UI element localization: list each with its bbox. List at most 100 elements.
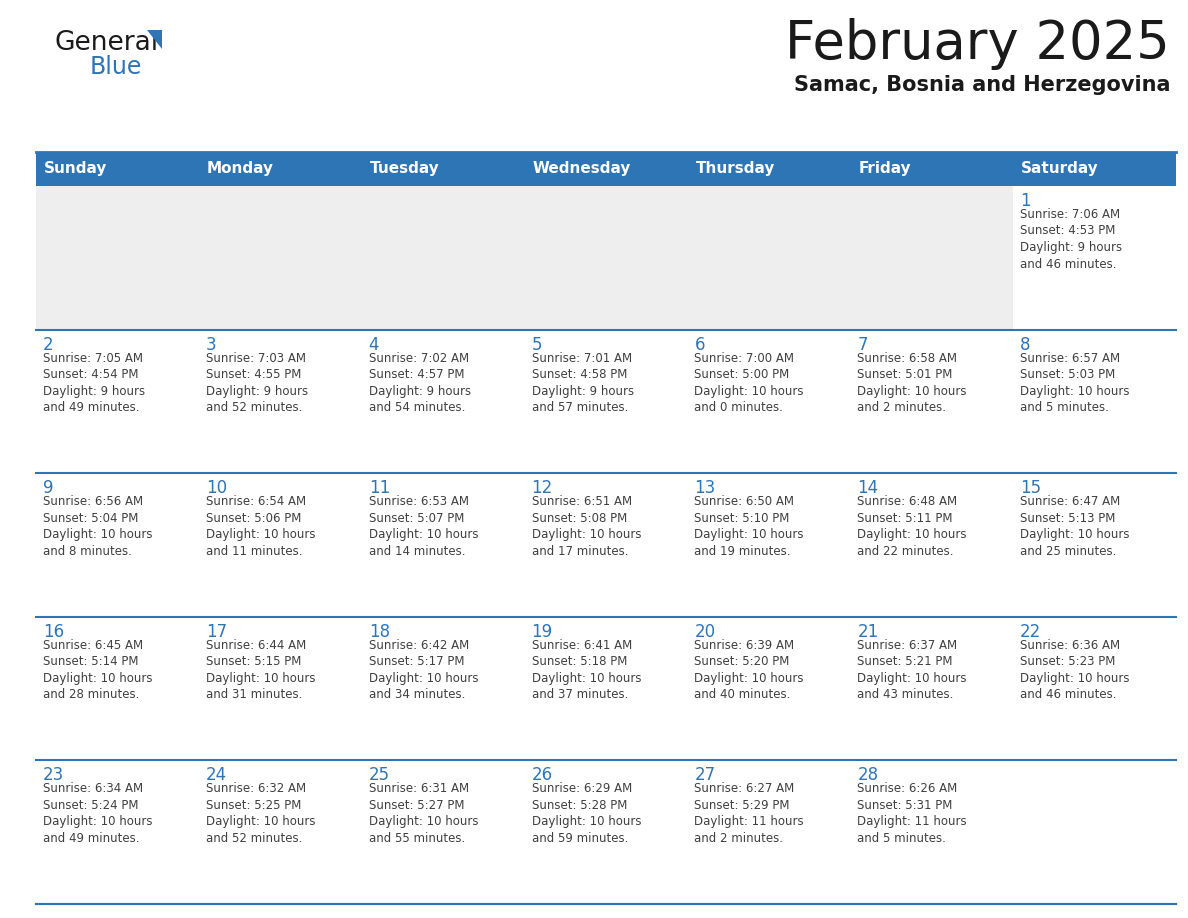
Text: 13: 13 [695,479,715,498]
Bar [198,473,361,617]
Text: 1: 1 [1020,192,1031,210]
Bar [1013,473,1176,617]
Text: Sunrise: 6:29 AM
Sunset: 5:28 PM
Daylight: 10 hours
and 59 minutes.: Sunrise: 6:29 AM Sunset: 5:28 PM Dayligh… [531,782,642,845]
Text: 20: 20 [695,622,715,641]
Text: Samac, Bosnia and Herzegovina: Samac, Bosnia and Herzegovina [794,75,1170,95]
Text: 24: 24 [206,767,227,784]
Bar [851,760,1013,904]
Bar [525,760,688,904]
Bar [1013,617,1176,760]
Text: Sunrise: 6:44 AM
Sunset: 5:15 PM
Daylight: 10 hours
and 31 minutes.: Sunrise: 6:44 AM Sunset: 5:15 PM Dayligh… [206,639,315,701]
Bar [361,617,525,760]
Text: 16: 16 [43,622,64,641]
Bar [851,473,1013,617]
Text: Wednesday: Wednesday [532,162,631,176]
Bar [198,186,361,330]
Bar [525,617,688,760]
Bar [851,617,1013,760]
Bar [525,473,688,617]
Text: 9: 9 [43,479,53,498]
Bar [361,760,525,904]
Text: 12: 12 [531,479,552,498]
Bar [361,186,525,330]
Text: General: General [55,30,159,56]
Bar [688,330,851,473]
Text: 25: 25 [368,767,390,784]
Text: Sunrise: 6:50 AM
Sunset: 5:10 PM
Daylight: 10 hours
and 19 minutes.: Sunrise: 6:50 AM Sunset: 5:10 PM Dayligh… [695,495,804,558]
Text: 4: 4 [368,336,379,353]
Bar [525,186,688,330]
Text: 10: 10 [206,479,227,498]
Text: 17: 17 [206,622,227,641]
Text: Friday: Friday [858,162,911,176]
Text: 15: 15 [1020,479,1041,498]
Text: 21: 21 [858,622,879,641]
Text: Sunrise: 6:27 AM
Sunset: 5:29 PM
Daylight: 11 hours
and 2 minutes.: Sunrise: 6:27 AM Sunset: 5:29 PM Dayligh… [695,782,804,845]
Bar [688,152,851,186]
Text: Tuesday: Tuesday [369,162,440,176]
Text: Blue: Blue [90,55,143,79]
Text: 22: 22 [1020,622,1042,641]
Bar [688,473,851,617]
Text: Sunrise: 6:37 AM
Sunset: 5:21 PM
Daylight: 10 hours
and 43 minutes.: Sunrise: 6:37 AM Sunset: 5:21 PM Dayligh… [858,639,967,701]
Text: Sunrise: 7:05 AM
Sunset: 4:54 PM
Daylight: 9 hours
and 49 minutes.: Sunrise: 7:05 AM Sunset: 4:54 PM Dayligh… [43,352,145,414]
Bar [198,617,361,760]
Text: Sunrise: 6:41 AM
Sunset: 5:18 PM
Daylight: 10 hours
and 37 minutes.: Sunrise: 6:41 AM Sunset: 5:18 PM Dayligh… [531,639,642,701]
Text: Sunrise: 6:32 AM
Sunset: 5:25 PM
Daylight: 10 hours
and 52 minutes.: Sunrise: 6:32 AM Sunset: 5:25 PM Dayligh… [206,782,315,845]
Text: 23: 23 [43,767,64,784]
Text: Sunrise: 7:02 AM
Sunset: 4:57 PM
Daylight: 9 hours
and 54 minutes.: Sunrise: 7:02 AM Sunset: 4:57 PM Dayligh… [368,352,470,414]
Text: Thursday: Thursday [695,162,775,176]
Text: Sunrise: 6:45 AM
Sunset: 5:14 PM
Daylight: 10 hours
and 28 minutes.: Sunrise: 6:45 AM Sunset: 5:14 PM Dayligh… [43,639,152,701]
Text: 18: 18 [368,622,390,641]
Text: Sunrise: 6:57 AM
Sunset: 5:03 PM
Daylight: 10 hours
and 5 minutes.: Sunrise: 6:57 AM Sunset: 5:03 PM Dayligh… [1020,352,1130,414]
Bar [1013,152,1176,186]
Bar [688,760,851,904]
Text: Sunrise: 6:31 AM
Sunset: 5:27 PM
Daylight: 10 hours
and 55 minutes.: Sunrise: 6:31 AM Sunset: 5:27 PM Dayligh… [368,782,479,845]
Text: 6: 6 [695,336,704,353]
Text: Sunrise: 6:34 AM
Sunset: 5:24 PM
Daylight: 10 hours
and 49 minutes.: Sunrise: 6:34 AM Sunset: 5:24 PM Dayligh… [43,782,152,845]
Text: Sunrise: 7:00 AM
Sunset: 5:00 PM
Daylight: 10 hours
and 0 minutes.: Sunrise: 7:00 AM Sunset: 5:00 PM Dayligh… [695,352,804,414]
Bar [688,186,851,330]
Text: 5: 5 [531,336,542,353]
Bar [361,330,525,473]
Bar [1013,330,1176,473]
Text: 11: 11 [368,479,390,498]
Bar [361,473,525,617]
Bar [688,617,851,760]
Text: Sunrise: 7:03 AM
Sunset: 4:55 PM
Daylight: 9 hours
and 52 minutes.: Sunrise: 7:03 AM Sunset: 4:55 PM Dayligh… [206,352,308,414]
Bar [36,617,198,760]
Bar [36,330,198,473]
Text: Sunrise: 6:56 AM
Sunset: 5:04 PM
Daylight: 10 hours
and 8 minutes.: Sunrise: 6:56 AM Sunset: 5:04 PM Dayligh… [43,495,152,558]
Bar [1013,760,1176,904]
Text: Sunrise: 7:06 AM
Sunset: 4:53 PM
Daylight: 9 hours
and 46 minutes.: Sunrise: 7:06 AM Sunset: 4:53 PM Dayligh… [1020,208,1123,271]
Text: 19: 19 [531,622,552,641]
Text: Sunrise: 6:39 AM
Sunset: 5:20 PM
Daylight: 10 hours
and 40 minutes.: Sunrise: 6:39 AM Sunset: 5:20 PM Dayligh… [695,639,804,701]
Text: Saturday: Saturday [1022,162,1099,176]
Bar [851,186,1013,330]
Text: Sunday: Sunday [44,162,107,176]
Polygon shape [147,30,162,49]
Bar [851,152,1013,186]
Bar [36,186,198,330]
Text: Sunrise: 6:36 AM
Sunset: 5:23 PM
Daylight: 10 hours
and 46 minutes.: Sunrise: 6:36 AM Sunset: 5:23 PM Dayligh… [1020,639,1130,701]
Text: 26: 26 [531,767,552,784]
Text: 7: 7 [858,336,867,353]
Bar [36,473,198,617]
Bar [851,330,1013,473]
Text: Sunrise: 6:42 AM
Sunset: 5:17 PM
Daylight: 10 hours
and 34 minutes.: Sunrise: 6:42 AM Sunset: 5:17 PM Dayligh… [368,639,479,701]
Text: Sunrise: 6:26 AM
Sunset: 5:31 PM
Daylight: 11 hours
and 5 minutes.: Sunrise: 6:26 AM Sunset: 5:31 PM Dayligh… [858,782,967,845]
Bar [525,330,688,473]
Text: Sunrise: 6:58 AM
Sunset: 5:01 PM
Daylight: 10 hours
and 2 minutes.: Sunrise: 6:58 AM Sunset: 5:01 PM Dayligh… [858,352,967,414]
Bar [1013,186,1176,330]
Bar [36,760,198,904]
Text: February 2025: February 2025 [785,18,1170,70]
Text: Sunrise: 6:54 AM
Sunset: 5:06 PM
Daylight: 10 hours
and 11 minutes.: Sunrise: 6:54 AM Sunset: 5:06 PM Dayligh… [206,495,315,558]
Text: 2: 2 [43,336,53,353]
Text: 27: 27 [695,767,715,784]
Text: 14: 14 [858,479,878,498]
Text: Sunrise: 6:48 AM
Sunset: 5:11 PM
Daylight: 10 hours
and 22 minutes.: Sunrise: 6:48 AM Sunset: 5:11 PM Dayligh… [858,495,967,558]
Text: Sunrise: 6:47 AM
Sunset: 5:13 PM
Daylight: 10 hours
and 25 minutes.: Sunrise: 6:47 AM Sunset: 5:13 PM Dayligh… [1020,495,1130,558]
Text: 8: 8 [1020,336,1031,353]
Bar [36,152,198,186]
Bar [198,152,361,186]
